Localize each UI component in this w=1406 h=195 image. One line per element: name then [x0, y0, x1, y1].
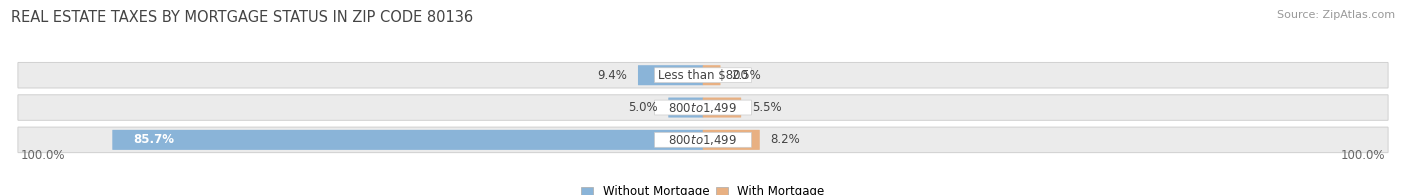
Text: 100.0%: 100.0% [1340, 149, 1385, 162]
FancyBboxPatch shape [655, 68, 751, 83]
FancyBboxPatch shape [18, 127, 1388, 153]
Text: Source: ZipAtlas.com: Source: ZipAtlas.com [1277, 10, 1395, 20]
Text: REAL ESTATE TAXES BY MORTGAGE STATUS IN ZIP CODE 80136: REAL ESTATE TAXES BY MORTGAGE STATUS IN … [11, 10, 474, 25]
Text: $800 to $1,499: $800 to $1,499 [668, 133, 738, 147]
FancyBboxPatch shape [703, 98, 741, 118]
Text: 9.4%: 9.4% [598, 69, 627, 82]
Text: Less than $800: Less than $800 [658, 69, 748, 82]
FancyBboxPatch shape [655, 132, 751, 147]
Text: $800 to $1,499: $800 to $1,499 [668, 101, 738, 114]
Text: 85.7%: 85.7% [134, 133, 174, 146]
Text: 2.5%: 2.5% [731, 69, 761, 82]
FancyBboxPatch shape [703, 65, 720, 85]
FancyBboxPatch shape [112, 130, 703, 150]
FancyBboxPatch shape [638, 65, 703, 85]
FancyBboxPatch shape [668, 98, 703, 118]
Text: 100.0%: 100.0% [21, 149, 66, 162]
FancyBboxPatch shape [655, 100, 751, 115]
FancyBboxPatch shape [703, 130, 759, 150]
Text: 8.2%: 8.2% [770, 133, 800, 146]
FancyBboxPatch shape [18, 95, 1388, 120]
Text: 5.0%: 5.0% [628, 101, 658, 114]
Text: 5.5%: 5.5% [752, 101, 782, 114]
FancyBboxPatch shape [18, 62, 1388, 88]
Legend: Without Mortgage, With Mortgage: Without Mortgage, With Mortgage [581, 185, 825, 195]
